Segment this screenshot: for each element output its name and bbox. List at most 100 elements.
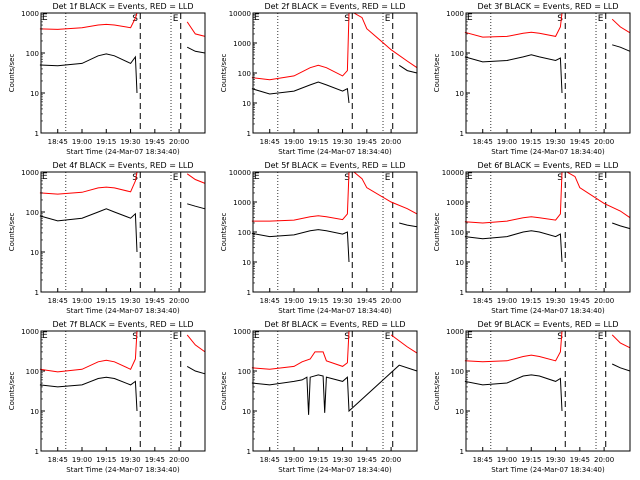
x-tick-label: 19:00	[497, 456, 517, 464]
lld-series-line	[464, 12, 631, 38]
events-series-line	[39, 365, 206, 412]
x-tick-label: 19:45	[357, 456, 377, 464]
x-tick-label: 20:00	[381, 456, 401, 464]
x-tick-label: 19:30	[120, 138, 140, 146]
marker-e-label: E	[385, 173, 391, 183]
y-tick-label: 10	[30, 408, 39, 416]
y-tick-label: 100	[26, 50, 39, 58]
detector-panel: Det 9f BLACK = Events, RED = LLD E S E 1 10 10…	[433, 320, 631, 474]
marker-e-label: E	[385, 332, 391, 342]
x-tick-label: 19:00	[497, 297, 517, 305]
y-tick-label: 1	[35, 448, 39, 456]
y-axis-label: Counts/sec	[433, 213, 441, 252]
x-tick-label: 19:45	[145, 138, 165, 146]
y-tick-label: 100	[26, 209, 39, 217]
y-tick-label: 1	[460, 130, 464, 138]
x-tick-label: 19:15	[96, 138, 116, 146]
y-axis-label: Counts/sec	[220, 213, 228, 252]
panel-title: Det 2f BLACK = Events, RED = LLD	[264, 2, 405, 11]
lld-series-line	[464, 330, 631, 363]
x-tick-label: 20:00	[381, 297, 401, 305]
detector-panel: Det 8f BLACK = Events, RED = LLD E S E 1 10 10…	[220, 320, 418, 474]
y-tick-label: 10	[30, 249, 39, 257]
x-tick-label: 19:30	[332, 297, 352, 305]
marker-e-label: E	[42, 172, 48, 182]
y-tick-label: 10	[455, 259, 464, 267]
events-series-line	[251, 222, 418, 263]
y-axis-label: Counts/sec	[433, 372, 441, 411]
y-tick-label: 1000	[21, 10, 39, 18]
y-tick-label: 100	[451, 368, 464, 376]
y-tick-label: 1	[247, 289, 251, 297]
marker-e-label: E	[173, 332, 179, 342]
y-tick-label: 1000	[446, 10, 464, 18]
y-tick-label: 1	[247, 130, 251, 138]
marker-e-label: E	[254, 331, 260, 341]
lld-series-line	[251, 12, 418, 81]
marker-e-label: E	[467, 331, 473, 341]
x-tick-label: 19:30	[332, 456, 352, 464]
events-series-line	[251, 364, 418, 415]
y-axis-label: Counts/sec	[8, 213, 16, 252]
marker-e-label: E	[173, 173, 179, 183]
marker-s-label: S	[344, 332, 350, 342]
x-tick-label: 19:30	[120, 297, 140, 305]
y-tick-label: 1000	[446, 328, 464, 336]
x-tick-label: 19:30	[545, 297, 565, 305]
x-tick-label: 19:45	[570, 456, 590, 464]
y-tick-label: 10	[30, 90, 39, 98]
x-axis-label: Start Time (24-Mar-07 18:34:40)	[491, 466, 605, 474]
x-axis-label: Start Time (24-Mar-07 18:34:40)	[491, 148, 605, 156]
x-axis-label: Start Time (24-Mar-07 18:34:40)	[278, 307, 392, 315]
y-tick-label: 1	[35, 289, 39, 297]
marker-e-label: E	[254, 172, 260, 182]
x-tick-label: 19:00	[284, 138, 304, 146]
y-tick-label: 1000	[233, 40, 251, 48]
x-tick-label: 19:00	[284, 456, 304, 464]
x-tick-label: 19:15	[308, 297, 328, 305]
marker-e-label: E	[385, 14, 391, 24]
y-tick-label: 100	[238, 229, 251, 237]
x-tick-label: 20:00	[169, 297, 189, 305]
y-tick-label: 100	[451, 50, 464, 58]
x-tick-label: 20:00	[594, 456, 614, 464]
x-axis-label: Start Time (24-Mar-07 18:34:40)	[278, 148, 392, 156]
y-axis-label: Counts/sec	[8, 372, 16, 411]
x-axis-label: Start Time (24-Mar-07 18:34:40)	[491, 307, 605, 315]
x-tick-label: 19:00	[72, 297, 92, 305]
lld-series-line	[251, 171, 418, 222]
x-tick-label: 18:45	[260, 138, 280, 146]
x-tick-label: 19:45	[145, 297, 165, 305]
events-series-line	[39, 46, 206, 94]
marker-e-label: E	[598, 332, 604, 342]
marker-s-label: S	[344, 14, 350, 24]
y-axis-label: Counts/sec	[8, 54, 16, 93]
y-tick-label: 1	[460, 289, 464, 297]
x-tick-label: 19:15	[96, 456, 116, 464]
detector-panel: Det 5f BLACK = Events, RED = LLD E S E 1 10 10…	[220, 161, 418, 315]
marker-e-label: E	[254, 13, 260, 23]
x-tick-label: 20:00	[594, 138, 614, 146]
y-tick-label: 1000	[233, 328, 251, 336]
x-axis-label: Start Time (24-Mar-07 18:34:40)	[278, 466, 392, 474]
x-tick-label: 18:45	[473, 456, 493, 464]
marker-s-label: S	[132, 173, 138, 183]
detector-panel: Det 6f BLACK = Events, RED = LLD E S E 1 10 10…	[433, 161, 631, 315]
x-tick-label: 18:45	[48, 297, 68, 305]
y-tick-label: 10000	[229, 169, 251, 177]
y-tick-label: 100	[238, 368, 251, 376]
y-tick-label: 10000	[229, 10, 251, 18]
x-tick-label: 20:00	[169, 456, 189, 464]
y-axis-label: Counts/sec	[433, 54, 441, 93]
marker-s-label: S	[557, 14, 563, 24]
marker-s-label: S	[344, 173, 350, 183]
marker-e-label: E	[467, 172, 473, 182]
x-tick-label: 19:30	[120, 456, 140, 464]
x-tick-label: 18:45	[260, 297, 280, 305]
x-axis-label: Start Time (24-Mar-07 18:34:40)	[66, 148, 180, 156]
y-axis-label: Counts/sec	[220, 54, 228, 93]
x-tick-label: 19:00	[497, 138, 517, 146]
y-tick-label: 10	[242, 259, 251, 267]
x-tick-label: 20:00	[381, 138, 401, 146]
